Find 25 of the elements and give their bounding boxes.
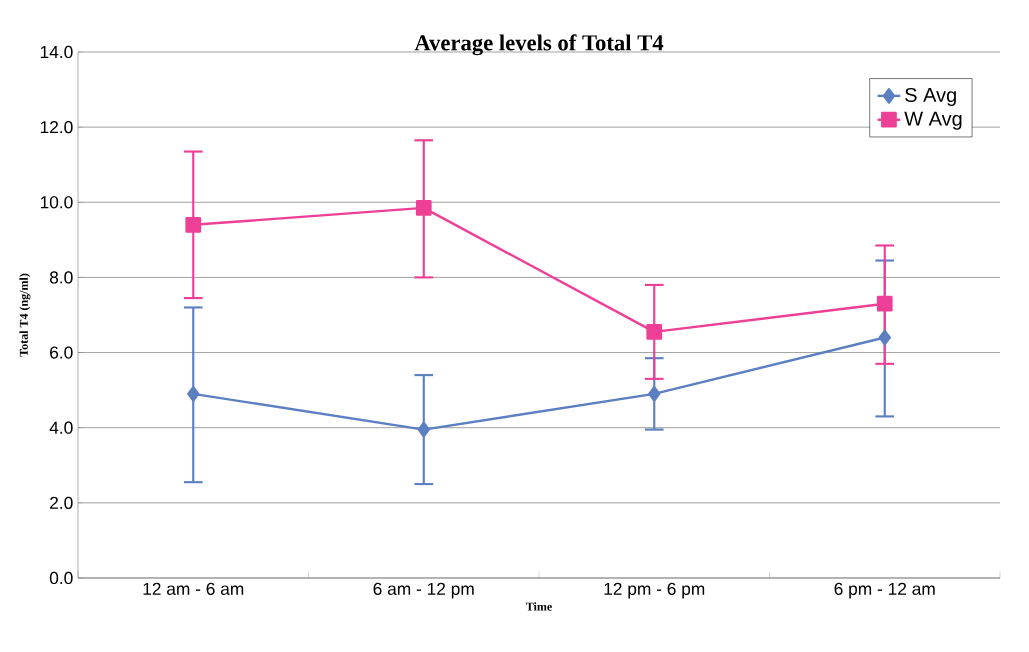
chart-title: Average levels of Total T4 <box>414 34 664 56</box>
point <box>878 329 891 346</box>
x-tick-label: 6 am - 12 pm <box>373 582 474 599</box>
y-tick-label: 4.0 <box>49 421 73 434</box>
point <box>876 295 893 312</box>
x-axis-title: Time <box>525 602 552 611</box>
y-tick-label: 14.0 <box>40 45 73 59</box>
point <box>646 324 663 340</box>
y-axis-title: Total T4 (ng/ml) <box>19 273 31 357</box>
y-tick-label: 10.0 <box>40 196 73 209</box>
x-tick-label: 6 pm - 12 am <box>834 582 935 599</box>
y-tick-label: 0.0 <box>49 571 73 585</box>
y-tick-label: 8.0 <box>49 271 73 284</box>
point <box>417 421 430 438</box>
point <box>415 200 432 216</box>
x-tick-label: 12 pm - 6 pm <box>604 582 705 599</box>
point <box>185 216 202 233</box>
y-tick-label: 2.0 <box>50 496 73 509</box>
point <box>187 386 200 402</box>
legend-label: W Avg <box>904 111 962 130</box>
y-tick-label: 6.0 <box>50 346 73 359</box>
legend-label: S Avg <box>905 87 956 106</box>
x-tick-label: 12 am - 6 am <box>143 582 244 595</box>
y-tick-label: 12.0 <box>40 120 73 134</box>
point <box>648 386 661 402</box>
